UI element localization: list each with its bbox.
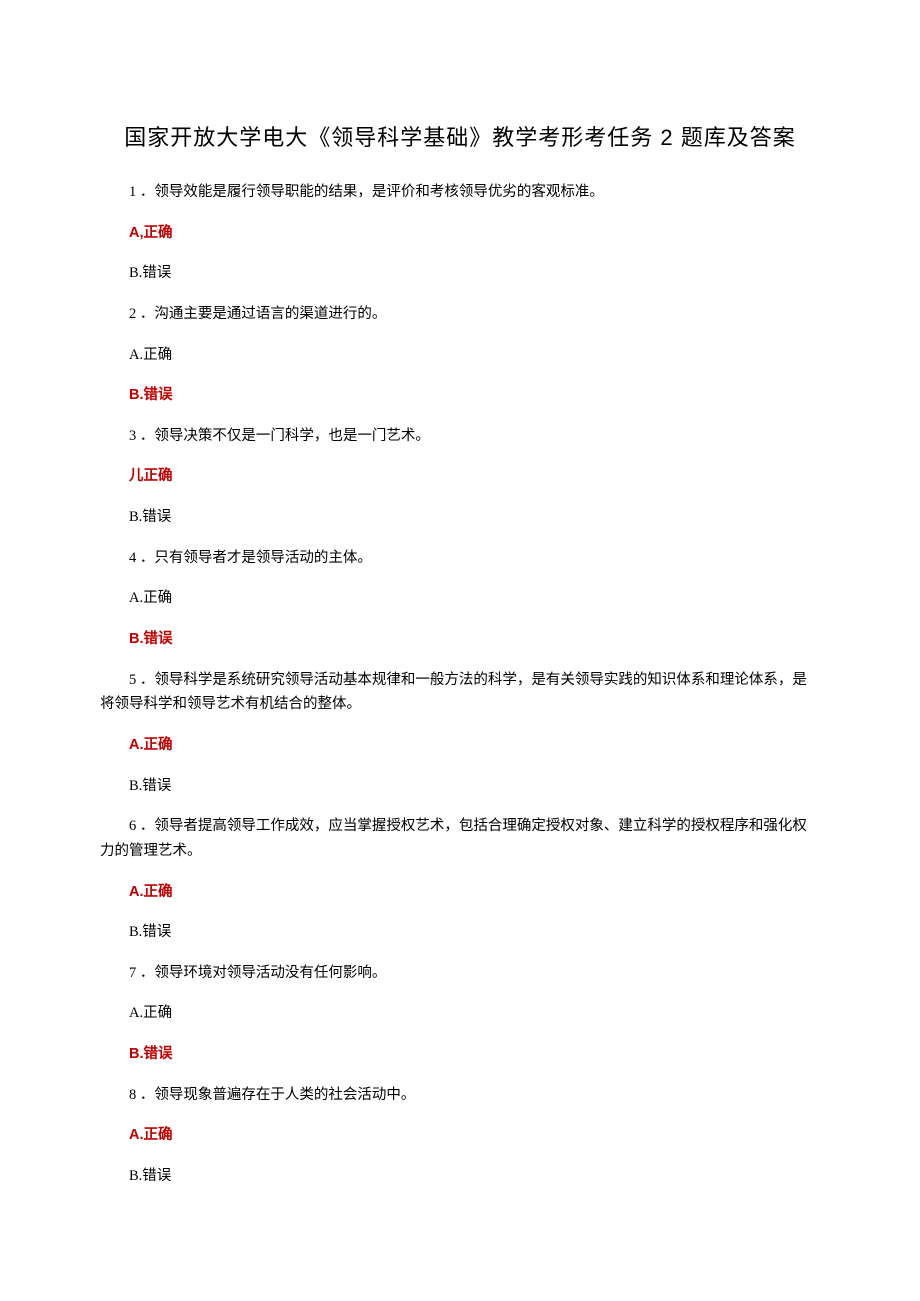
option-b: B.错误 xyxy=(100,383,820,408)
option-a: A.正确 xyxy=(100,733,820,758)
option-a: 儿正确 xyxy=(100,464,820,489)
question-text: 1 ．领导效能是履行领导职能的结果，是评价和考核领导优劣的客观标准。 xyxy=(100,180,820,205)
document-page: 国家开放大学电大《领导科学基础》教学考形考任务 2 题库及答案 1 ．领导效能是… xyxy=(0,0,920,1301)
option-b: B.错误 xyxy=(100,505,820,530)
question-text: 3 ．领导决策不仅是一门科学，也是一门艺术。 xyxy=(100,424,820,449)
question-text: 5 ．领导科学是系统研究领导活动基本规律和一般方法的科学，是有关领导实践的知识体… xyxy=(100,668,820,717)
option-b: B.错误 xyxy=(100,774,820,799)
option-a: A.正确 xyxy=(100,1001,820,1026)
question-text: 4 ．只有领导者才是领导活动的主体。 xyxy=(100,546,820,571)
page-title: 国家开放大学电大《领导科学基础》教学考形考任务 2 题库及答案 xyxy=(100,120,820,152)
option-a: A,正确 xyxy=(100,221,820,246)
option-b: B.错误 xyxy=(100,1164,820,1189)
option-a: A.正确 xyxy=(100,586,820,611)
question-block-4: 4 ．只有领导者才是领导活动的主体。 A.正确 B.错误 xyxy=(100,546,820,652)
option-a: A.正确 xyxy=(100,1123,820,1148)
question-text: 2 ．沟通主要是通过语言的渠道进行的。 xyxy=(100,302,820,327)
question-block-5: 5 ．领导科学是系统研究领导活动基本规律和一般方法的科学，是有关领导实践的知识体… xyxy=(100,668,820,799)
question-text: 7 ．领导环境对领导活动没有任何影响。 xyxy=(100,961,820,986)
question-block-6: 6 ．领导者提高领导工作成效，应当掌握授权艺术，包括合理确定授权对象、建立科学的… xyxy=(100,814,820,945)
option-b: B.错误 xyxy=(100,1042,820,1067)
option-b: B.错误 xyxy=(100,627,820,652)
question-text: 8 ．领导现象普遍存在于人类的社会活动中。 xyxy=(100,1083,820,1108)
question-block-1: 1 ．领导效能是履行领导职能的结果，是评价和考核领导优劣的客观标准。 A,正确 … xyxy=(100,180,820,286)
question-block-7: 7 ．领导环境对领导活动没有任何影响。 A.正确 B.错误 xyxy=(100,961,820,1067)
option-a: A.正确 xyxy=(100,880,820,905)
question-block-8: 8 ．领导现象普遍存在于人类的社会活动中。 A.正确 B.错误 xyxy=(100,1083,820,1189)
option-b: B.错误 xyxy=(100,261,820,286)
question-block-2: 2 ．沟通主要是通过语言的渠道进行的。 A.正确 B.错误 xyxy=(100,302,820,408)
option-a: A.正确 xyxy=(100,343,820,368)
option-b: B.错误 xyxy=(100,920,820,945)
question-text: 6 ．领导者提高领导工作成效，应当掌握授权艺术，包括合理确定授权对象、建立科学的… xyxy=(100,814,820,863)
question-block-3: 3 ．领导决策不仅是一门科学，也是一门艺术。 儿正确 B.错误 xyxy=(100,424,820,530)
